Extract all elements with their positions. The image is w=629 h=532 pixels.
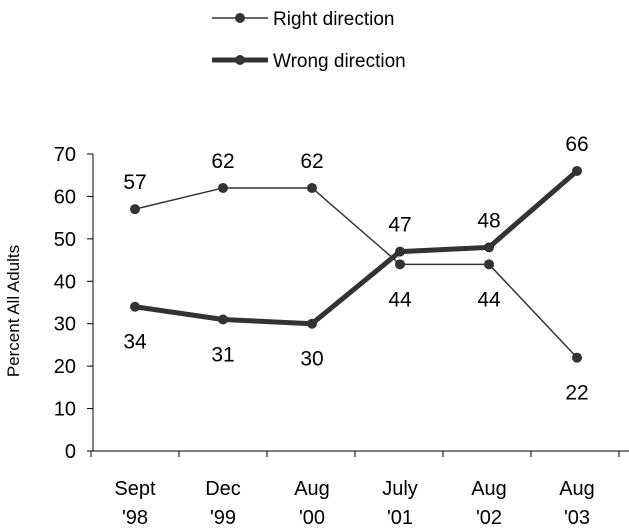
data-label: 48	[477, 209, 500, 232]
x-tick-label-year: '98	[122, 507, 148, 529]
x-tick-label-year: '99	[210, 507, 236, 529]
data-point	[130, 204, 140, 215]
x-tick-label: Aug	[294, 478, 330, 500]
data-label: 30	[300, 348, 323, 371]
x-tick-label: Sept	[114, 478, 156, 500]
data-label: 66	[565, 133, 588, 156]
y-tick-label: 70	[54, 144, 76, 166]
y-tick-label: 10	[54, 399, 76, 421]
data-label: 57	[123, 171, 146, 194]
y-tick-label: 30	[54, 314, 76, 336]
data-point	[395, 246, 405, 257]
x-tick-label-year: '03	[564, 507, 590, 529]
data-label: 62	[211, 150, 234, 173]
x-tick-label: July	[382, 478, 418, 500]
x-tick-label: Dec	[205, 478, 241, 500]
legend-label: Wrong direction	[273, 51, 406, 72]
x-tick-label: Aug	[559, 478, 595, 500]
chart-axes: Percent All Adults 0 10 20 30 40 50 60 70 Sept '9…	[4, 144, 629, 529]
data-point	[130, 301, 140, 312]
y-tick-label: 0	[65, 441, 76, 463]
y-axis-title: Percent All Adults	[4, 245, 23, 377]
y-tick-label: 50	[54, 229, 76, 251]
data-label: 34	[123, 331, 147, 354]
legend: Right direction Wrong direction	[212, 9, 406, 72]
y-tick-label: 40	[54, 271, 76, 293]
y-tick-label: 60	[54, 186, 76, 208]
legend-label: Right direction	[273, 9, 394, 30]
series-line-right-direction	[134, 187, 578, 359]
x-tick-label: Aug	[471, 478, 507, 500]
data-point	[484, 242, 494, 253]
data-label: 31	[211, 343, 234, 366]
x-tick-label-year: '01	[387, 507, 413, 529]
series-layer	[130, 165, 582, 363]
data-label: 22	[565, 382, 588, 405]
legend-marker	[235, 13, 245, 23]
data-point	[307, 318, 317, 329]
y-tick-label: 20	[54, 356, 76, 378]
data-label: 62	[300, 150, 323, 173]
data-point	[484, 259, 494, 270]
data-point	[307, 182, 317, 193]
legend-marker	[235, 55, 245, 65]
data-label: 44	[388, 288, 412, 311]
x-tick-label-year: '02	[476, 507, 502, 529]
x-tick-label-year: '00	[299, 507, 325, 529]
data-label: 47	[388, 214, 411, 237]
data-labels: 57 62 62 44 44 22 34 31 30 47 48 66	[123, 133, 588, 405]
data-point	[218, 314, 228, 325]
data-point	[572, 352, 582, 363]
data-point	[572, 165, 582, 176]
series-line-wrong-direction	[134, 169, 579, 327]
data-label: 44	[477, 288, 501, 311]
data-point	[218, 182, 228, 193]
data-point	[395, 259, 405, 270]
